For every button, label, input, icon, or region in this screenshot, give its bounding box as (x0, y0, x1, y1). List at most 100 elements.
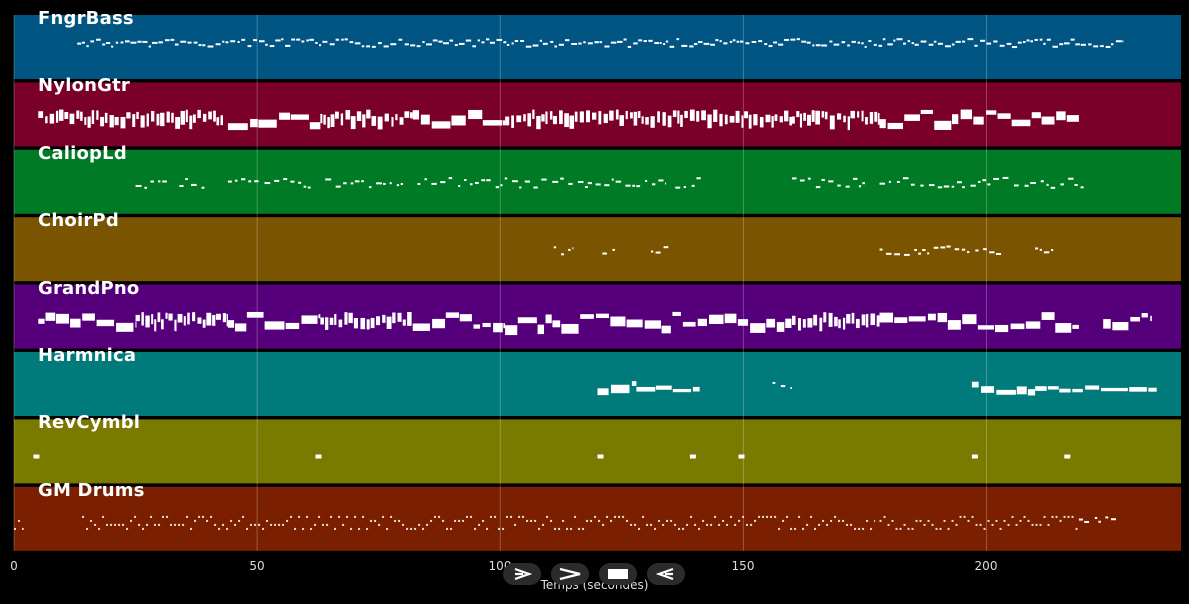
note (116, 322, 134, 332)
note (676, 38, 680, 41)
note (134, 515, 137, 518)
note (33, 454, 40, 459)
note (943, 185, 950, 188)
note (962, 186, 965, 189)
note (158, 180, 161, 183)
chevron-right-icon (559, 567, 581, 581)
note (14, 527, 16, 530)
note (626, 519, 629, 522)
note (198, 44, 202, 47)
note (661, 325, 671, 334)
note (722, 519, 725, 522)
note (801, 40, 807, 43)
note (180, 110, 186, 125)
note (1066, 115, 1079, 122)
stop-button[interactable] (599, 563, 637, 585)
note (404, 111, 410, 118)
note (891, 519, 894, 522)
note (512, 180, 518, 183)
note (983, 248, 987, 251)
note (933, 246, 939, 249)
note (971, 454, 978, 459)
note (1051, 515, 1054, 518)
note (1105, 516, 1109, 519)
note (230, 519, 233, 522)
note (377, 116, 383, 130)
note (847, 116, 851, 131)
note (102, 43, 106, 46)
note (265, 43, 268, 46)
note (303, 185, 307, 188)
note (887, 523, 890, 526)
note (1010, 323, 1025, 330)
note (1074, 183, 1078, 186)
note (686, 523, 689, 526)
note (212, 315, 216, 326)
note (1088, 43, 1092, 46)
note (648, 39, 653, 42)
note (1022, 41, 1026, 44)
note (1011, 46, 1018, 49)
note (689, 109, 695, 121)
note (558, 43, 564, 46)
note (837, 184, 841, 187)
note (980, 39, 986, 42)
note (474, 527, 477, 530)
note (650, 250, 654, 253)
note (449, 39, 454, 42)
note (908, 316, 926, 322)
rewind-button[interactable] (647, 563, 685, 585)
note (274, 523, 277, 526)
note (178, 523, 181, 526)
note (482, 322, 491, 328)
note (1041, 116, 1055, 125)
note (266, 519, 269, 522)
x-axis-label: Temps (secondes) (540, 578, 649, 592)
note (630, 523, 633, 526)
note (874, 111, 878, 122)
note (1059, 388, 1071, 393)
note (70, 318, 81, 328)
note (338, 319, 343, 328)
note (399, 117, 404, 125)
note (226, 314, 228, 327)
note (1150, 315, 1152, 322)
note (935, 527, 938, 530)
note (937, 42, 943, 45)
note (1067, 515, 1070, 518)
note (138, 523, 141, 526)
note (207, 45, 214, 48)
note (739, 40, 744, 43)
note (1035, 247, 1039, 250)
fast-forward-button[interactable] (551, 563, 589, 585)
note (438, 515, 441, 518)
note (350, 527, 353, 530)
note (241, 38, 246, 41)
note (486, 179, 491, 182)
note (682, 321, 696, 327)
play-forward-button[interactable] (503, 563, 541, 585)
note (955, 523, 958, 526)
note (349, 41, 354, 44)
note (536, 115, 541, 130)
note (562, 519, 565, 522)
note (662, 523, 665, 526)
note (683, 186, 686, 189)
note (469, 183, 473, 186)
note (330, 515, 333, 518)
note (318, 515, 321, 518)
note (790, 527, 793, 530)
note (858, 527, 861, 530)
note (595, 313, 610, 319)
note (750, 323, 766, 333)
note (503, 323, 506, 329)
note (914, 248, 918, 251)
note (215, 313, 221, 320)
note (606, 515, 609, 518)
note (354, 42, 361, 45)
note (215, 43, 221, 46)
note (954, 248, 960, 251)
note (864, 45, 867, 48)
note (49, 113, 55, 124)
note (166, 515, 169, 518)
